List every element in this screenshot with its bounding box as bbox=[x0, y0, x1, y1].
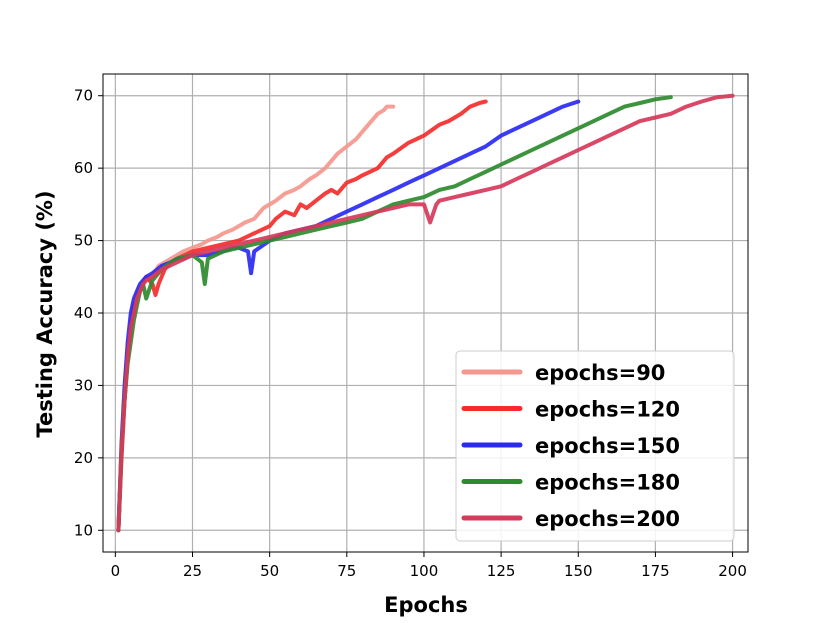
y-tick-label: 40 bbox=[74, 304, 93, 322]
axis-ticks: 0 25 50 75 100 125 150 175 200 10 20 30 40 50 60 70 bbox=[74, 87, 747, 580]
series-line-5 bbox=[116, 93, 735, 533]
series-line-1 bbox=[116, 104, 396, 533]
x-tick-label: 25 bbox=[183, 562, 202, 580]
y-tick-label: 30 bbox=[74, 376, 93, 394]
legend-label-1: epochs=90 bbox=[535, 361, 665, 385]
y-tick-label: 70 bbox=[74, 87, 93, 105]
x-tick-label: 125 bbox=[487, 562, 516, 580]
series-line-2 bbox=[116, 99, 488, 533]
legend-label-4: epochs=180 bbox=[535, 471, 680, 495]
legend-label-3: epochs=150 bbox=[535, 434, 680, 458]
y-tick-label: 50 bbox=[74, 232, 93, 250]
legend-box bbox=[455, 350, 735, 542]
x-tick-label: 0 bbox=[111, 562, 121, 580]
x-tick-label: 150 bbox=[564, 562, 593, 580]
series-line-3 bbox=[116, 99, 581, 533]
x-tick-label: 50 bbox=[260, 562, 279, 580]
y-axis-title: Testing Accuracy (%) bbox=[33, 190, 57, 437]
x-tick-label: 175 bbox=[641, 562, 670, 580]
y-tick-label: 20 bbox=[74, 449, 93, 467]
y-tick-label: 10 bbox=[74, 521, 93, 539]
x-tick-label: 100 bbox=[410, 562, 439, 580]
legend: epochs=90 epochs=120 epochs=150 epochs=180 e… bbox=[455, 350, 735, 542]
grid-lines bbox=[103, 74, 748, 552]
y-tick-label: 60 bbox=[74, 159, 93, 177]
legend-label-2: epochs=120 bbox=[535, 398, 680, 422]
series-layer bbox=[116, 93, 735, 533]
legend-label-5: epochs=200 bbox=[535, 507, 680, 531]
x-tick-label: 200 bbox=[718, 562, 747, 580]
x-tick-label: 75 bbox=[337, 562, 356, 580]
x-axis-title: Epochs bbox=[384, 593, 468, 617]
